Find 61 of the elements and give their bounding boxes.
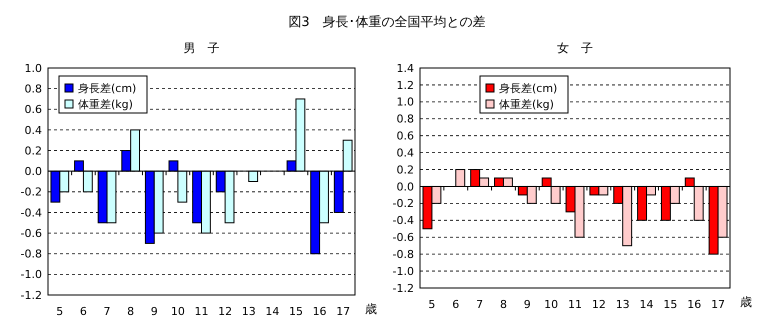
x-tick-label: 15 bbox=[663, 298, 678, 311]
y-tick-label: -0.2 bbox=[392, 197, 414, 210]
y-tick-label: -1.0 bbox=[392, 264, 414, 278]
x-tick-label: 14 bbox=[265, 305, 280, 318]
y-tick-label: 0.0 bbox=[396, 180, 414, 194]
y-tick-label: -0.4 bbox=[20, 206, 42, 220]
x-tick-label: 6 bbox=[452, 298, 460, 311]
x-axis-title: 歳 bbox=[365, 302, 377, 316]
x-tick-label: 7 bbox=[104, 305, 111, 318]
x-tick-label: 5 bbox=[428, 298, 436, 311]
y-tick-label: 0.0 bbox=[24, 165, 42, 178]
x-tick-label: 7 bbox=[476, 298, 484, 311]
y-tick-label: 1.4 bbox=[396, 62, 414, 75]
y-tick-label: -1.2 bbox=[20, 288, 42, 302]
x-tick-label: 8 bbox=[127, 305, 134, 318]
y-tick-label: -0.6 bbox=[20, 226, 42, 240]
y-tick-label: -0.6 bbox=[392, 231, 414, 244]
x-axis-title: 歳 bbox=[740, 295, 752, 309]
y-tick-label: 0.8 bbox=[396, 112, 414, 126]
x-tick-label: 9 bbox=[150, 305, 158, 318]
x-tick-label: 11 bbox=[568, 298, 582, 311]
y-tick-label: -1.0 bbox=[20, 268, 42, 282]
x-tick-label: 9 bbox=[524, 298, 531, 311]
x-tick-label: 16 bbox=[312, 305, 327, 318]
y-tick-label: 0.6 bbox=[396, 130, 414, 143]
x-tick-label: 6 bbox=[80, 305, 87, 318]
x-tick-label: 10 bbox=[544, 298, 558, 311]
y-tick-label: 1.0 bbox=[24, 62, 42, 75]
x-tick-label: 12 bbox=[592, 298, 606, 311]
x-tick-label: 10 bbox=[170, 305, 185, 318]
x-tick-label: 12 bbox=[218, 305, 232, 318]
y-tick-label: 0.8 bbox=[24, 82, 42, 96]
y-tick-label: 0.4 bbox=[396, 146, 414, 160]
legend-label: 身長差(cm) bbox=[78, 82, 136, 95]
x-tick-label: 5 bbox=[56, 305, 64, 318]
y-tick-label: -0.8 bbox=[392, 248, 414, 262]
y-tick-label: -0.2 bbox=[20, 186, 42, 199]
x-tick-label: 13 bbox=[616, 298, 630, 311]
x-tick-label: 16 bbox=[687, 298, 702, 311]
chart-subtitle: 男 子 bbox=[184, 41, 220, 55]
x-tick-label: 17 bbox=[711, 298, 726, 311]
y-tick-label: -1.2 bbox=[392, 282, 414, 295]
y-tick-label: 1.0 bbox=[396, 96, 414, 109]
x-tick-label: 17 bbox=[336, 305, 350, 318]
y-tick-label: -0.4 bbox=[392, 214, 414, 228]
x-tick-label: 15 bbox=[288, 305, 303, 318]
x-tick-label: 8 bbox=[500, 298, 507, 311]
y-tick-label: 1.2 bbox=[396, 78, 414, 92]
y-tick-label: 0.4 bbox=[24, 124, 42, 137]
y-tick-label: 0.2 bbox=[396, 163, 414, 176]
x-tick-label: 14 bbox=[640, 298, 654, 311]
x-tick-label: 13 bbox=[242, 305, 256, 318]
y-tick-label: 0.2 bbox=[24, 144, 42, 158]
legend-label: 体重差(kg) bbox=[78, 98, 133, 111]
chart-subtitle: 女 子 bbox=[557, 41, 593, 55]
legend-label: 身長差(cm) bbox=[499, 82, 558, 95]
text: 図3 身長･体重の全国平均との差 bbox=[288, 15, 486, 30]
legend-label: 体重差(kg) bbox=[499, 98, 554, 111]
x-tick-label: 11 bbox=[194, 305, 208, 318]
y-tick-label: 0.6 bbox=[24, 103, 42, 116]
y-tick-label: -0.8 bbox=[20, 248, 42, 261]
